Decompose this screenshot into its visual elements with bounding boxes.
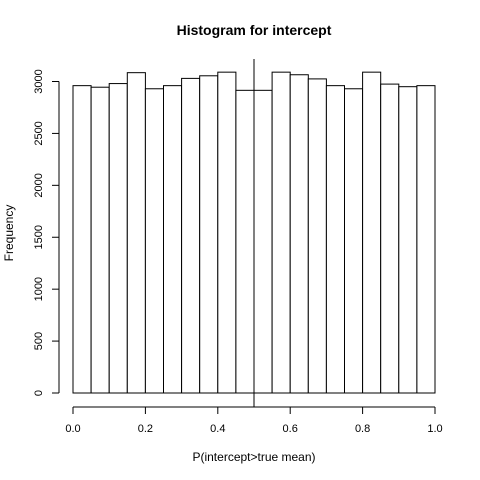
histogram-bar — [380, 83, 400, 394]
histogram-bar — [90, 86, 110, 394]
histogram-bar — [289, 74, 309, 394]
y-tick-label: 1500 — [33, 225, 45, 249]
y-tick-label: 2500 — [33, 121, 45, 145]
histogram-bar — [271, 71, 291, 394]
x-axis: 0.0 0.2 0.4 0.6 0.8 1.0 — [65, 406, 443, 435]
y-tick-label: 1000 — [33, 277, 45, 301]
x-tick-label: 1.0 — [427, 423, 442, 435]
histogram-bar — [199, 75, 219, 394]
histogram-bar — [108, 83, 128, 394]
histogram-bar — [72, 85, 92, 394]
x-axis-label: P(intercept>true mean) — [192, 450, 315, 464]
histogram-bar — [398, 86, 418, 394]
histogram-bar — [253, 89, 273, 394]
y-tick-label: 3000 — [33, 69, 45, 93]
y-tick-label: 500 — [33, 332, 45, 350]
x-tick-label: 0.0 — [65, 423, 80, 435]
y-axis: 0 500 1000 1500 2000 2500 3000 — [33, 69, 60, 396]
x-tick-label: 0.6 — [283, 423, 298, 435]
y-tick-label: 0 — [33, 390, 45, 396]
histogram-bar — [217, 71, 237, 394]
histogram-bar — [181, 77, 201, 394]
histogram-bar — [126, 72, 146, 394]
histogram-bar — [344, 88, 364, 394]
chart-title: Histogram for intercept — [177, 22, 332, 38]
histogram-bar — [325, 85, 345, 394]
histogram-bar — [163, 85, 183, 394]
x-tick-label: 0.4 — [210, 423, 225, 435]
bars-group — [72, 71, 436, 394]
x-tick-label: 0.2 — [138, 423, 153, 435]
x-tick-label: 0.8 — [355, 423, 370, 435]
histogram-bar — [144, 88, 164, 394]
histogram-bar — [307, 78, 327, 394]
y-axis-label: Frequency — [2, 205, 16, 262]
histogram-bar — [235, 89, 255, 394]
y-tick-label: 2000 — [33, 173, 45, 197]
histogram-bar — [416, 85, 436, 394]
histogram-bar — [362, 71, 382, 394]
